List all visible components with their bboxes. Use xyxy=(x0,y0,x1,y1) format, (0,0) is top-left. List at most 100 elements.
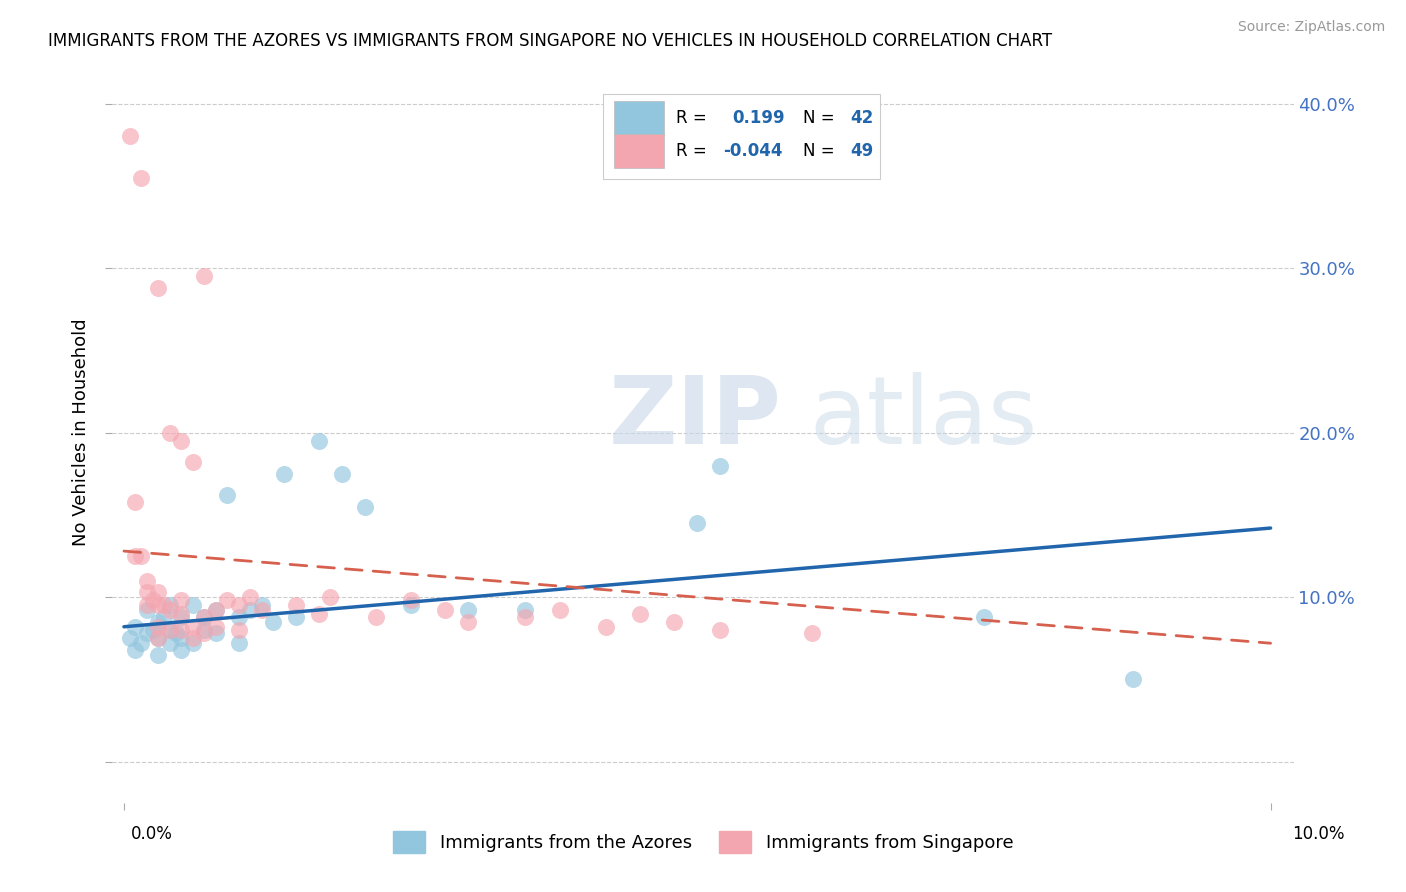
Point xyxy=(170,632,193,646)
Text: 0.199: 0.199 xyxy=(733,109,785,127)
Point xyxy=(165,626,187,640)
Text: -0.044: -0.044 xyxy=(723,143,783,161)
Point xyxy=(148,585,170,599)
Point xyxy=(308,434,330,448)
Point xyxy=(153,610,176,624)
Point xyxy=(159,623,181,637)
Point xyxy=(148,632,170,646)
Point xyxy=(181,620,204,634)
Point xyxy=(193,623,215,637)
Point xyxy=(709,458,731,473)
Point xyxy=(135,585,157,599)
Point xyxy=(353,500,375,514)
Point xyxy=(170,623,193,637)
Point xyxy=(170,593,193,607)
Text: N =: N = xyxy=(803,109,835,127)
Point xyxy=(1122,673,1144,687)
Legend: Immigrants from the Azores, Immigrants from Singapore: Immigrants from the Azores, Immigrants f… xyxy=(385,824,1021,861)
Point xyxy=(148,281,170,295)
Point xyxy=(262,615,284,629)
Point xyxy=(181,636,204,650)
Point xyxy=(170,607,193,621)
Point xyxy=(129,636,152,650)
Point xyxy=(148,632,170,646)
Point xyxy=(170,642,193,657)
Point xyxy=(217,488,239,502)
Point xyxy=(284,610,307,624)
Point xyxy=(159,603,181,617)
Point xyxy=(330,467,353,481)
Point xyxy=(124,549,146,563)
Point xyxy=(204,620,226,634)
Point xyxy=(204,603,226,617)
Point xyxy=(181,632,204,646)
Point xyxy=(159,623,181,637)
Point xyxy=(135,599,157,613)
Point xyxy=(193,626,215,640)
Point xyxy=(193,610,215,624)
Point xyxy=(124,642,146,657)
Point xyxy=(159,599,181,613)
Point xyxy=(664,615,686,629)
Point xyxy=(142,623,165,637)
Point xyxy=(228,636,250,650)
Point xyxy=(159,636,181,650)
Point xyxy=(148,620,170,634)
Y-axis label: No Vehicles in Household: No Vehicles in Household xyxy=(72,318,90,547)
Point xyxy=(228,623,250,637)
Point xyxy=(228,610,250,624)
Text: atlas: atlas xyxy=(810,372,1038,464)
Point xyxy=(159,425,181,440)
Point xyxy=(284,599,307,613)
Point xyxy=(515,610,537,624)
FancyBboxPatch shape xyxy=(603,94,880,178)
Text: 49: 49 xyxy=(851,143,875,161)
Point xyxy=(217,593,239,607)
Point xyxy=(457,615,479,629)
Text: 42: 42 xyxy=(851,109,875,127)
Point xyxy=(319,590,342,604)
Point xyxy=(548,603,571,617)
Text: N =: N = xyxy=(803,143,835,161)
Point xyxy=(686,516,709,530)
Point xyxy=(170,434,193,448)
Point xyxy=(148,599,170,613)
Point xyxy=(135,574,157,588)
Point xyxy=(308,607,330,621)
Point xyxy=(170,610,193,624)
Text: R =: R = xyxy=(676,109,707,127)
Point xyxy=(273,467,295,481)
Point xyxy=(135,603,157,617)
Point xyxy=(129,549,152,563)
Point xyxy=(973,610,995,624)
Point xyxy=(142,593,165,607)
Point xyxy=(250,599,273,613)
Point xyxy=(366,610,388,624)
Point xyxy=(148,648,170,662)
Point xyxy=(148,615,170,629)
Point xyxy=(118,632,141,646)
FancyBboxPatch shape xyxy=(614,101,664,135)
Point xyxy=(135,626,157,640)
Point xyxy=(124,620,146,634)
Text: IMMIGRANTS FROM THE AZORES VS IMMIGRANTS FROM SINGAPORE NO VEHICLES IN HOUSEHOLD: IMMIGRANTS FROM THE AZORES VS IMMIGRANTS… xyxy=(48,32,1052,50)
Text: 0.0%: 0.0% xyxy=(131,825,173,843)
Point xyxy=(239,603,262,617)
Point xyxy=(399,599,422,613)
Point xyxy=(129,170,152,185)
Text: Source: ZipAtlas.com: Source: ZipAtlas.com xyxy=(1237,20,1385,34)
Point xyxy=(800,626,823,640)
Point xyxy=(595,620,617,634)
Point xyxy=(204,626,226,640)
Point xyxy=(118,129,141,144)
Text: ZIP: ZIP xyxy=(609,372,782,464)
Point xyxy=(124,494,146,508)
Point xyxy=(250,603,273,617)
Point xyxy=(457,603,479,617)
Point xyxy=(193,269,215,284)
Point xyxy=(434,603,457,617)
Point xyxy=(204,603,226,617)
Point xyxy=(239,590,262,604)
Point xyxy=(228,599,250,613)
Point xyxy=(181,599,204,613)
